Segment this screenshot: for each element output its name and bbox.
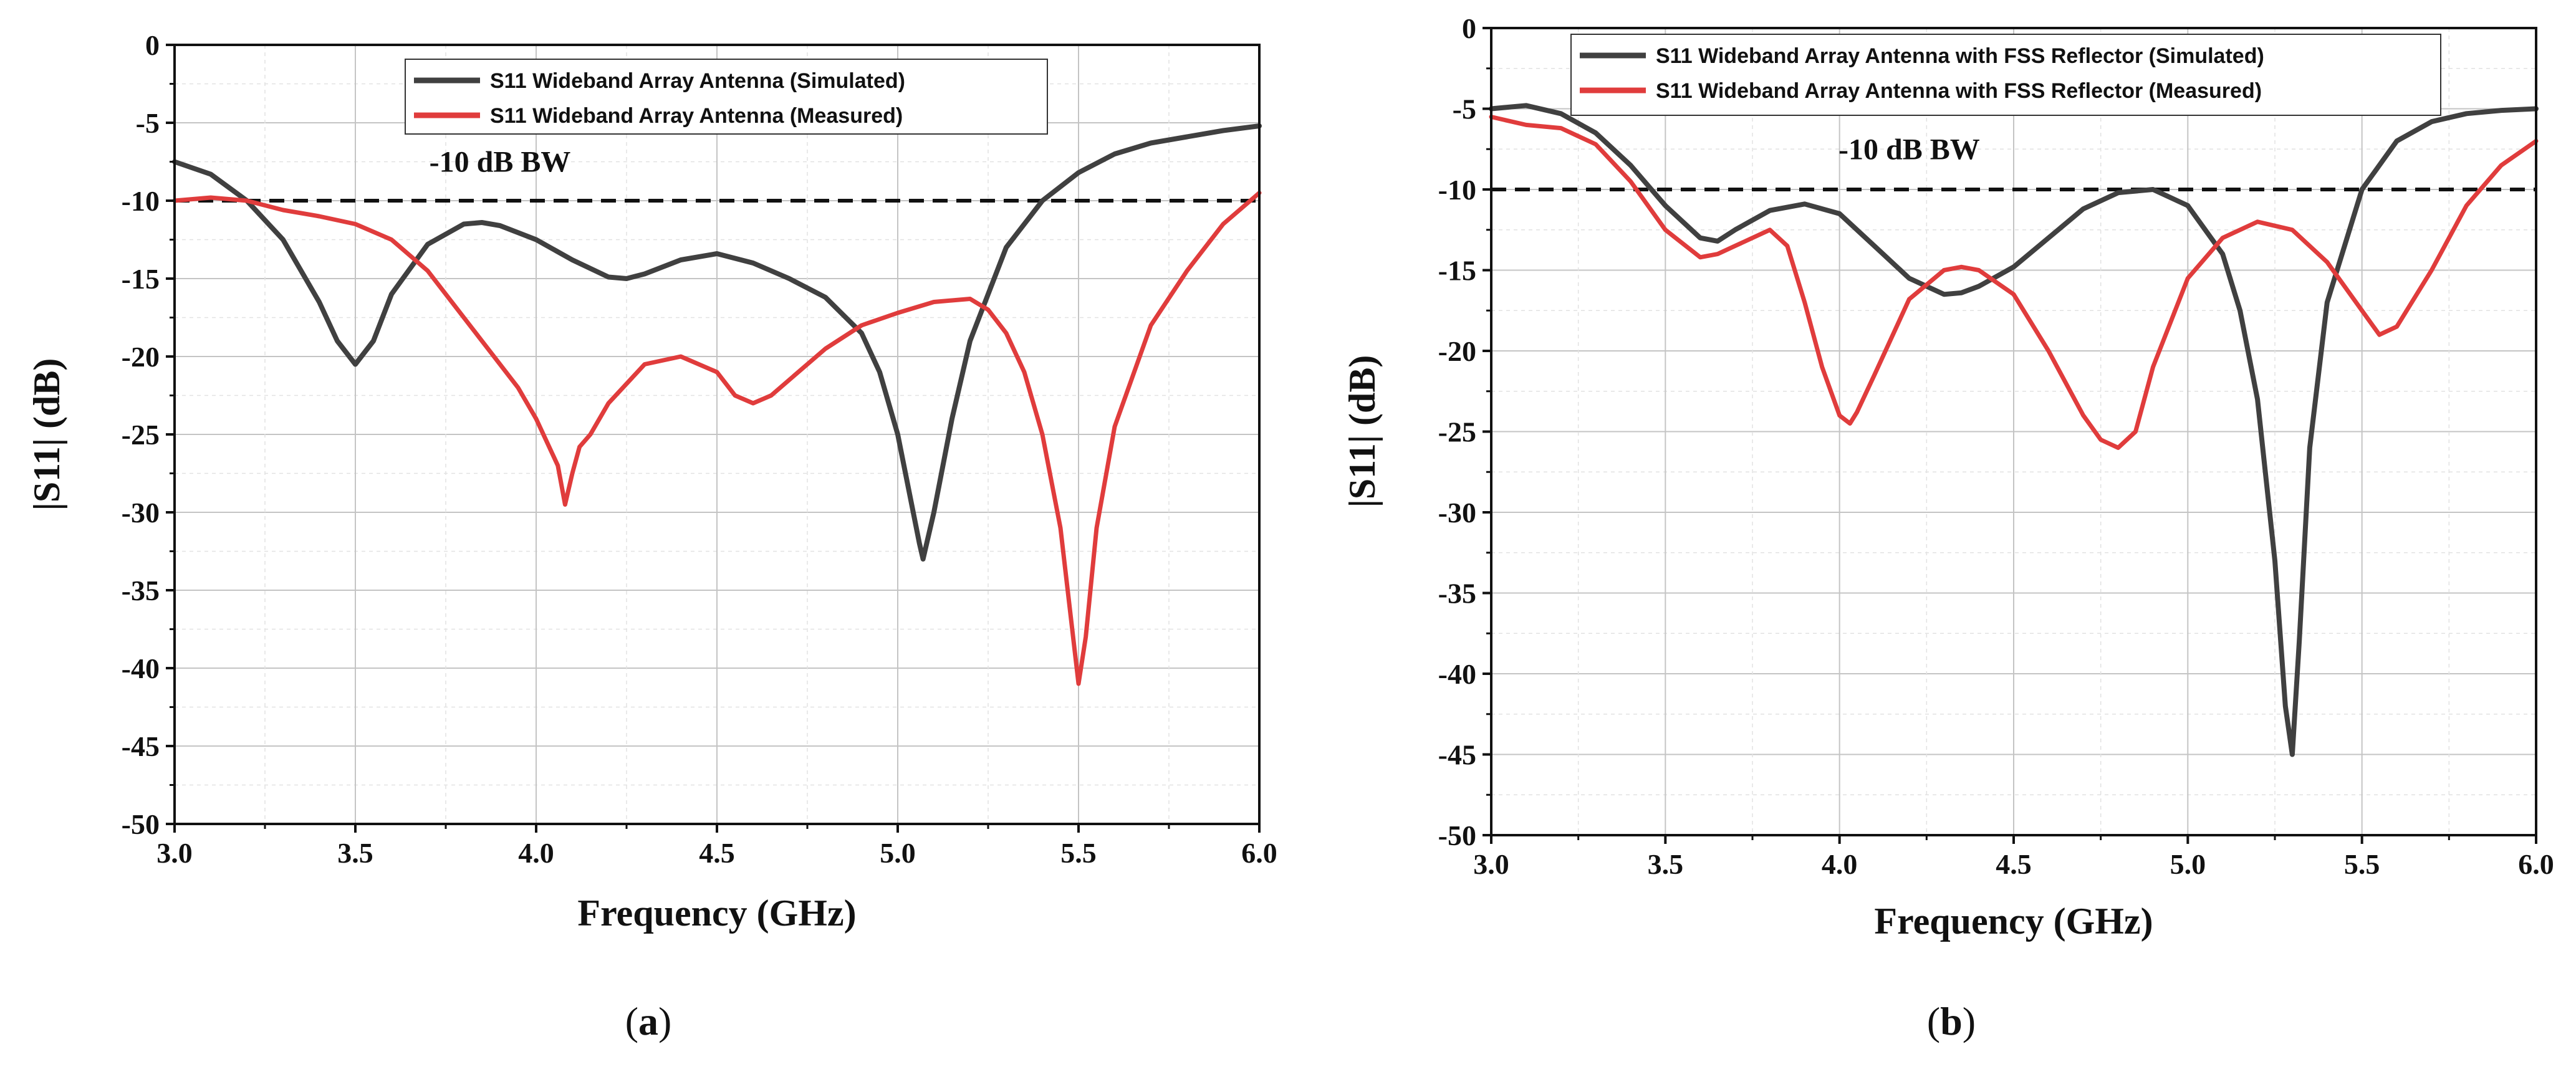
y-tick-label: -50 — [122, 808, 160, 840]
x-tick-label: 5.0 — [880, 837, 916, 869]
x-tick-label: 3.5 — [337, 837, 373, 869]
series-simulated-line — [172, 123, 1262, 562]
x-tick-label: 3.0 — [1473, 848, 1509, 880]
x-tick-label: 4.5 — [699, 837, 735, 869]
panel-letter: b — [1940, 999, 1963, 1043]
x-tick-label: 4.0 — [518, 837, 554, 869]
panel-letter: a — [638, 999, 658, 1043]
x-tick-label: 3.5 — [1648, 848, 1684, 880]
panel-a: 0 -5 -10 -15 -20 -25 -30 -35 -40 -45 -503.0 3.5 4.0 4… — [26, 29, 1277, 1043]
x-tick-label: 6.0 — [1241, 837, 1277, 869]
x-tick-label: 3.0 — [156, 837, 193, 869]
bandwidth-annotation: -10 dB BW — [430, 146, 571, 179]
x-tick-label: 5.0 — [2170, 848, 2206, 880]
y-axis-title: |S11| (dB) — [26, 358, 67, 511]
y-axis-title: |S11| (dB) — [1342, 355, 1383, 508]
legend-box — [405, 59, 1048, 135]
y-tick-label: -50 — [1438, 820, 1476, 851]
legend-label: S11 Wideband Array Antenna (Simulated) — [490, 69, 905, 93]
panel-label: (b) — [1927, 999, 1976, 1043]
y-tick-label: -30 — [122, 497, 160, 529]
series-simulated-line — [1489, 103, 2539, 757]
legend-label: S11 Wideband Array Antenna with FSS Refl… — [1656, 79, 2262, 103]
x-tick-label: 4.5 — [1996, 848, 2032, 880]
legend-label: S11 Wideband Array Antenna (Measured) — [490, 104, 903, 128]
y-tick-label: -45 — [1438, 739, 1476, 771]
y-tick-label: -35 — [122, 575, 160, 606]
series-measured-line — [172, 191, 1262, 686]
y-tick-label: 0 — [145, 29, 160, 61]
y-tick-label: -35 — [1438, 578, 1476, 610]
y-tick-label: -40 — [1438, 658, 1476, 690]
y-tick-label: -15 — [122, 263, 160, 295]
panel-label: (a) — [625, 999, 672, 1043]
y-tick-label: -30 — [1438, 497, 1476, 529]
gridlines — [174, 44, 1260, 825]
x-tick-label: 5.5 — [2344, 848, 2380, 880]
x-axis-title: Frequency (GHz) — [577, 893, 856, 934]
x-tick-label: 6.0 — [2518, 848, 2554, 880]
y-tick-label: -10 — [1438, 174, 1476, 206]
y-tick-label: -20 — [122, 341, 160, 373]
legend: S11 Wideband Array Antenna (Simulated) S1… — [405, 59, 1048, 135]
y-tick-label: -25 — [122, 419, 160, 451]
panel-b: 0 -5 -10 -15 -20 -25 -30 -35 -40 -45 -503.0 3.5 4.0 4… — [1342, 12, 2554, 1043]
legend-label: S11 Wideband Array Antenna with FSS Refl… — [1656, 44, 2264, 68]
y-tick-label: 0 — [1462, 12, 1476, 44]
series-measured-line — [1489, 115, 2539, 450]
x-tick-label: 5.5 — [1060, 837, 1097, 869]
y-tick-label: -40 — [122, 653, 160, 684]
legend: S11 Wideband Array Antenna with FSS Refl… — [1570, 34, 2441, 116]
y-tick-label: -25 — [1438, 416, 1476, 448]
y-tick-label: -45 — [122, 730, 160, 762]
x-tick-label: 4.0 — [1822, 848, 1858, 880]
y-tick-label: -20 — [1438, 335, 1476, 367]
legend-box — [1570, 34, 2441, 116]
y-tick-label: -5 — [136, 107, 160, 139]
y-tick-label: -15 — [1438, 255, 1476, 287]
bandwidth-annotation: -10 dB BW — [1838, 133, 1980, 166]
y-tick-label: -10 — [122, 185, 160, 217]
x-axis-title: Frequency (GHz) — [1874, 901, 2153, 942]
y-tick-label: -5 — [1453, 93, 1476, 125]
